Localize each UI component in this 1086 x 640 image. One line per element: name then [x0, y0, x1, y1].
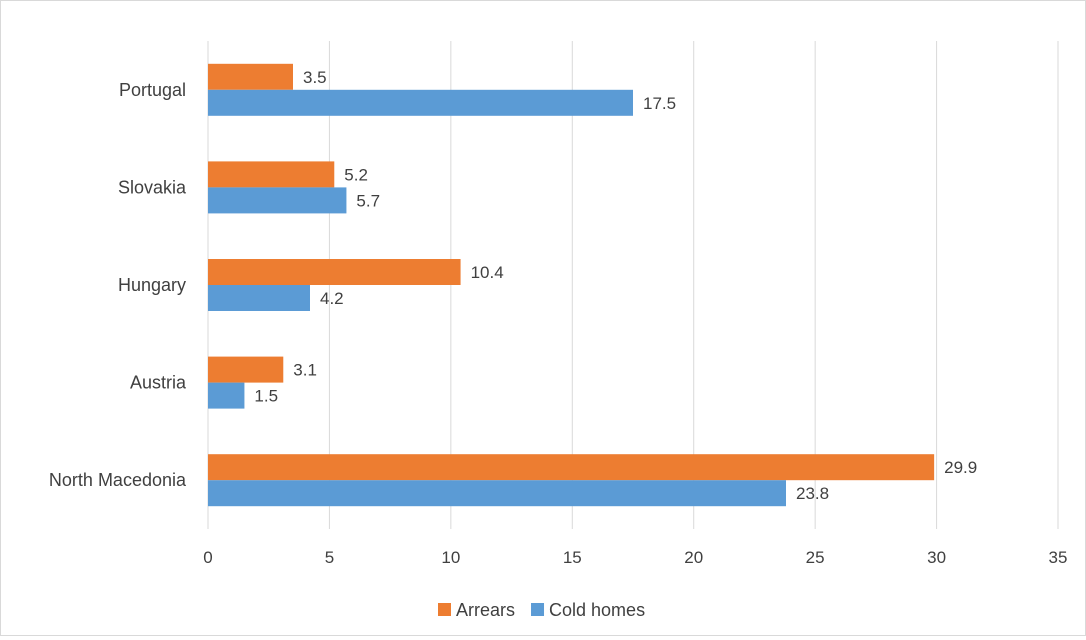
x-tick-label: 20	[684, 548, 703, 567]
bar-cold-homes	[208, 285, 310, 311]
category-label: Portugal	[119, 80, 186, 100]
data-label-arrears: 5.2	[344, 165, 368, 184]
data-label-cold-homes: 4.2	[320, 289, 344, 308]
bar-cold-homes	[208, 187, 347, 214]
category-label: North Macedonia	[49, 470, 187, 490]
legend: Arrears Cold homes	[438, 600, 645, 620]
x-axis: 0 5 10 15 20 25 30 35	[203, 548, 1067, 567]
data-label-cold-homes: 1.5	[254, 387, 278, 406]
bar-arrears	[208, 356, 284, 383]
bar-cold-homes	[208, 382, 245, 409]
bar-arrears	[208, 259, 461, 285]
data-label-arrears: 29.9	[944, 458, 977, 477]
data-label-cold-homes: 5.7	[356, 191, 380, 210]
data-label-arrears: 3.1	[293, 361, 317, 380]
x-tick-label: 15	[563, 548, 582, 567]
category-label: Austria	[130, 373, 187, 393]
x-tick-label: 30	[927, 548, 946, 567]
data-label-arrears: 10.4	[471, 263, 504, 282]
legend-label-cold-homes: Cold homes	[549, 600, 645, 620]
legend-swatch-arrears	[438, 603, 451, 616]
category-label: Hungary	[118, 275, 186, 295]
data-label-cold-homes: 23.8	[796, 484, 829, 503]
data-label-cold-homes: 17.5	[643, 94, 676, 113]
labels-layer: Portugal 3.5 17.5 Slovakia 5.2 5.7 Hungary 10.4…	[49, 68, 977, 503]
data-label-arrears: 3.5	[303, 68, 327, 87]
category-label: Slovakia	[118, 177, 187, 197]
x-tick-label: 25	[806, 548, 825, 567]
bar-arrears	[208, 63, 293, 90]
x-tick-label: 0	[203, 548, 212, 567]
bar-cold-homes	[208, 480, 786, 507]
bar-cold-homes	[208, 89, 633, 116]
x-tick-label: 10	[441, 548, 460, 567]
legend-swatch-cold-homes	[531, 603, 545, 616]
bars-layer	[208, 63, 935, 507]
bar-arrears	[208, 454, 935, 481]
bar-arrears	[208, 161, 335, 188]
legend-label-arrears: Arrears	[456, 600, 515, 620]
x-tick-label: 35	[1049, 548, 1068, 567]
x-tick-label: 5	[325, 548, 334, 567]
